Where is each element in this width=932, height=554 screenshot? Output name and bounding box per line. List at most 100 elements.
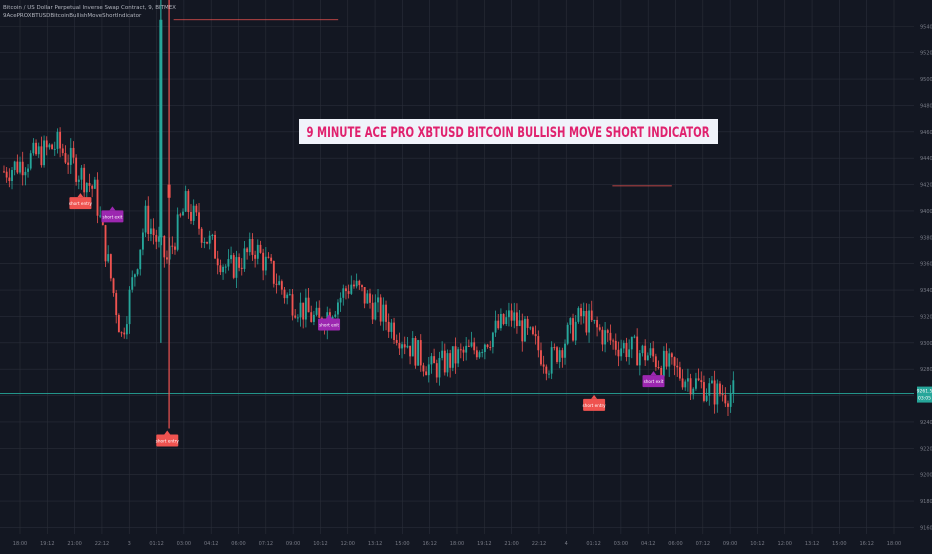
candle-body — [585, 311, 588, 333]
candle-body — [358, 280, 361, 286]
candle-body — [462, 349, 465, 353]
candle-body — [534, 334, 537, 337]
candle-body — [521, 320, 524, 342]
time-tick-label: 09:00 — [723, 541, 737, 547]
candle-body — [419, 340, 422, 366]
marker-arrow — [164, 430, 171, 435]
time-tick-label: 22:12 — [95, 541, 109, 547]
last-price-value: 9261.5 — [917, 389, 932, 395]
candle-body — [182, 211, 184, 216]
banner: 9 MINUTE ACE PRO XBTUSD BITCOIN BULLISH … — [299, 119, 718, 144]
candles[interactable] — [3, 0, 735, 429]
time-tick-label: 04:12 — [204, 541, 218, 547]
candle-body — [553, 347, 556, 349]
candle-body — [542, 364, 545, 367]
marker-label: short entry — [156, 439, 180, 444]
marker-label: short exit — [644, 379, 664, 384]
time-tick-label: 19:12 — [477, 541, 491, 547]
time-tick-label: 07:12 — [696, 541, 710, 547]
candle-body — [5, 171, 8, 178]
candle-body — [275, 283, 278, 285]
short-exit-marker[interactable]: short exit — [318, 314, 341, 331]
candle-body — [422, 365, 425, 372]
candle-body — [689, 378, 692, 395]
candle-body — [382, 304, 385, 322]
candle-body — [3, 171, 5, 173]
candle-body — [625, 343, 628, 358]
candle-body — [208, 235, 211, 244]
marker-label: short entry — [69, 201, 93, 206]
candle-body — [732, 380, 735, 394]
time-tick-label: 06:00 — [668, 541, 682, 547]
candle-body — [590, 310, 593, 321]
candle-body — [264, 256, 267, 271]
candle-body — [660, 368, 663, 377]
candle-body — [29, 153, 32, 169]
candle-body — [149, 228, 152, 235]
short-entry-marker[interactable]: short entry — [583, 394, 607, 411]
signals[interactable]: short entry short exit short entry short ex… — [69, 193, 665, 447]
marker-box — [101, 210, 124, 223]
time-tick-label: 09:00 — [286, 541, 300, 547]
indicator-title[interactable]: 9AcePROXBTUSDBitcoinBullishMoveShortIndi… — [3, 13, 142, 19]
candle-body — [85, 183, 88, 193]
marker-box — [156, 434, 179, 447]
time-tick-label: 01:12 — [586, 541, 600, 547]
candle-body — [369, 293, 371, 303]
candle-body — [398, 342, 401, 349]
candle-body — [443, 350, 446, 373]
candle-body — [515, 312, 518, 327]
time-tick-label: 10:12 — [750, 541, 764, 547]
candle-body — [729, 393, 732, 407]
candle-body — [393, 322, 395, 341]
candle-body — [115, 293, 118, 316]
candle-body — [24, 171, 27, 176]
symbol-title[interactable]: Bitcoin / US Dollar Perpetual Inverse Sw… — [3, 5, 176, 11]
candle-body — [112, 278, 115, 294]
candle-body — [8, 177, 11, 181]
candle-body — [53, 148, 56, 150]
time-tick-label: 18:00 — [13, 541, 27, 547]
time-tick-label: 21:00 — [67, 541, 81, 547]
candle-body — [684, 381, 687, 388]
candle-body — [123, 332, 126, 335]
price-tick-label: 9540.0 — [920, 24, 932, 30]
candle-body — [449, 353, 452, 368]
short-exit-marker[interactable]: short exit — [642, 371, 665, 388]
candle-body — [35, 142, 37, 155]
chart-grid — [0, 0, 914, 534]
time-axis[interactable]: 18:00 19:12 21:00 22:12 3 01:12 03:00 04:12 06:0… — [13, 541, 901, 547]
candle-body — [334, 314, 337, 317]
candle-body — [61, 148, 64, 154]
short-exit-marker[interactable]: short exit — [101, 206, 124, 223]
marker-arrow — [326, 314, 333, 319]
candle-body — [414, 337, 417, 366]
price-tick-label: 9360.0 — [920, 262, 932, 268]
candle-body — [387, 321, 390, 332]
candle-body — [668, 353, 671, 367]
candle-body — [713, 380, 716, 405]
candle-body — [93, 179, 96, 189]
candle-body — [438, 357, 441, 378]
candle-body — [633, 336, 636, 338]
time-tick-label: 06:00 — [231, 541, 245, 547]
candle-body — [288, 294, 291, 296]
time-tick-label: 16:12 — [859, 541, 873, 547]
candle-body — [617, 349, 620, 357]
short-entry-marker[interactable]: short entry — [69, 193, 93, 210]
marker-arrow — [591, 394, 598, 399]
time-tick-label: 19:12 — [40, 541, 54, 547]
price-tick-label: 9400.0 — [920, 209, 932, 215]
candle-body — [171, 245, 174, 247]
candle-body — [83, 167, 86, 193]
candle-body — [133, 274, 136, 278]
price-tick-label: 9380.0 — [920, 235, 932, 241]
candle-body — [198, 212, 200, 229]
candle-body — [374, 302, 377, 320]
candle-body — [486, 344, 489, 348]
short-entry-marker[interactable]: short entry — [156, 430, 180, 447]
time-tick-label: 01:12 — [149, 541, 163, 547]
candle-body — [721, 394, 724, 396]
